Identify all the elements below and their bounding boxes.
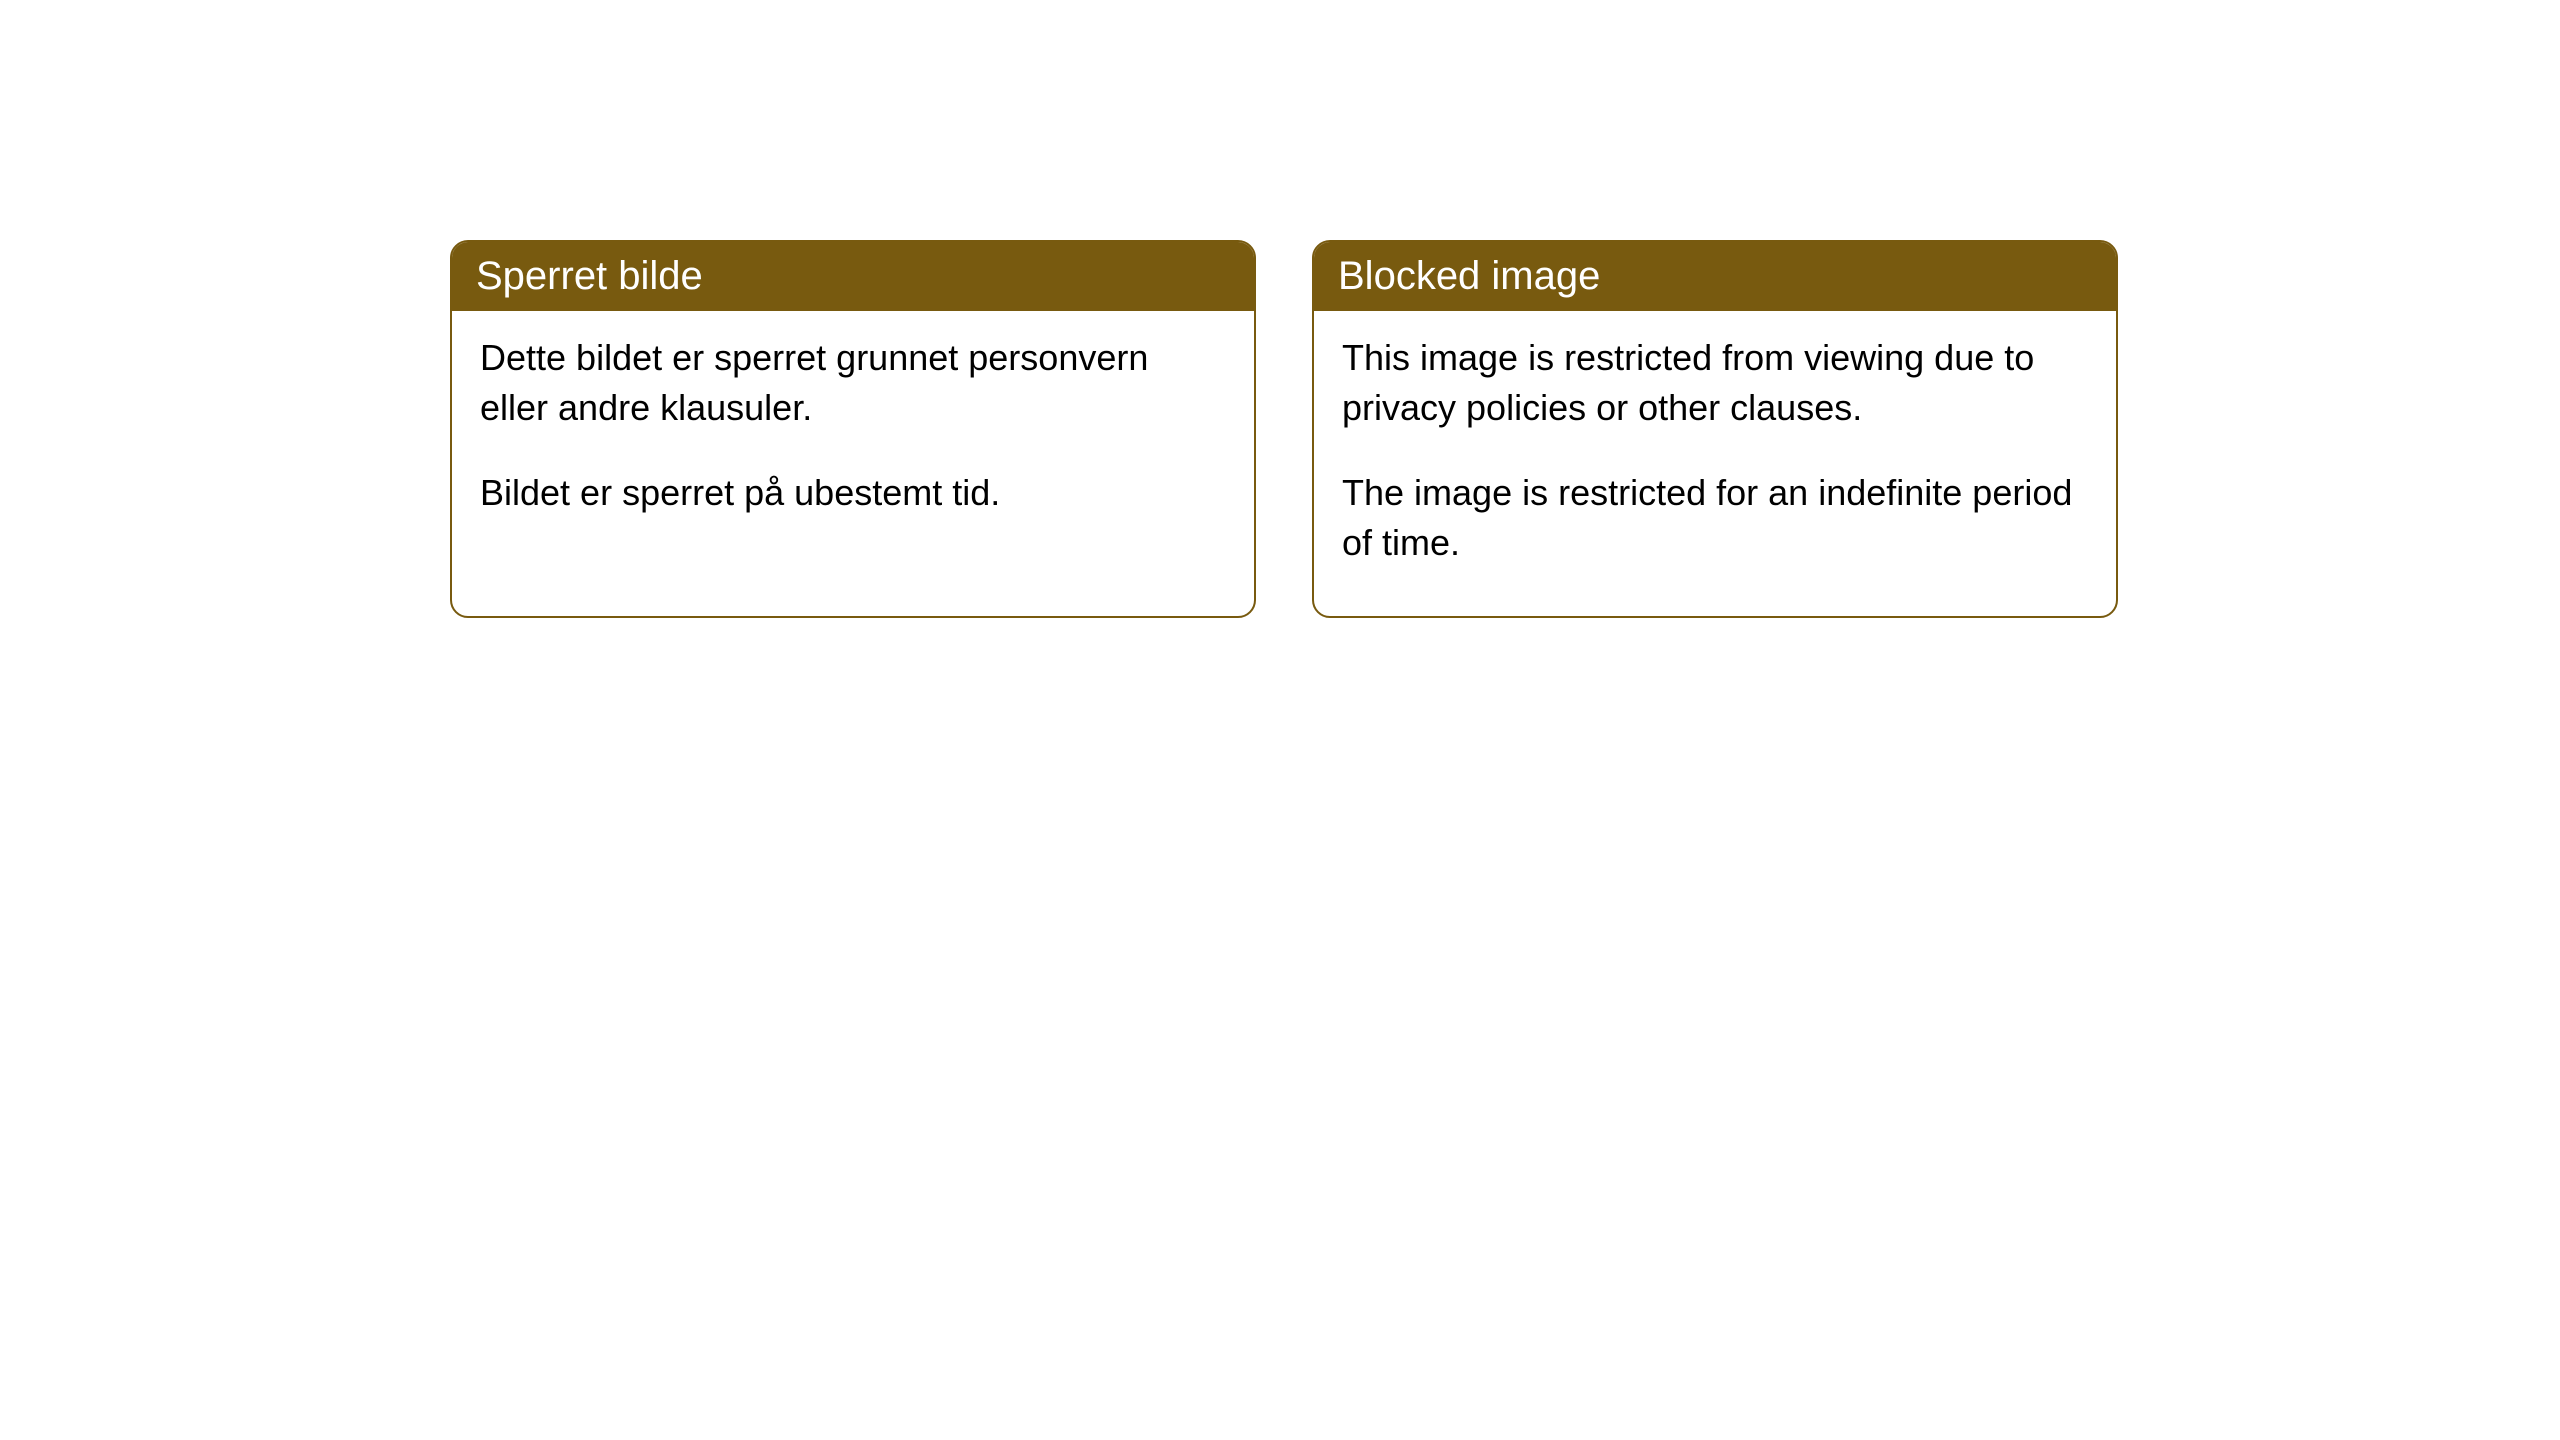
card-body-norwegian: Dette bildet er sperret grunnet personve… [452, 311, 1254, 566]
notice-card-english: Blocked image This image is restricted f… [1312, 240, 2118, 618]
card-header-norwegian: Sperret bilde [452, 242, 1254, 311]
card-body-english: This image is restricted from viewing du… [1314, 311, 2116, 616]
notice-cards-container: Sperret bilde Dette bildet er sperret gr… [450, 240, 2118, 618]
notice-card-norwegian: Sperret bilde Dette bildet er sperret gr… [450, 240, 1256, 618]
card-paragraph: Bildet er sperret på ubestemt tid. [480, 468, 1226, 518]
card-title: Sperret bilde [476, 254, 703, 298]
card-paragraph: This image is restricted from viewing du… [1342, 333, 2088, 432]
card-title: Blocked image [1338, 254, 1600, 298]
card-header-english: Blocked image [1314, 242, 2116, 311]
card-paragraph: The image is restricted for an indefinit… [1342, 468, 2088, 567]
card-paragraph: Dette bildet er sperret grunnet personve… [480, 333, 1226, 432]
